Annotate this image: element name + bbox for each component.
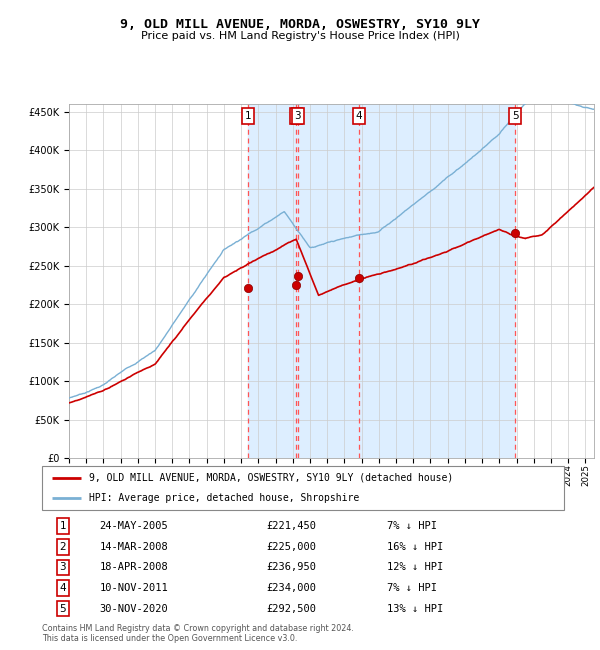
Text: £221,450: £221,450 bbox=[266, 521, 316, 531]
Text: 9, OLD MILL AVENUE, MORDA, OSWESTRY, SY10 9LY: 9, OLD MILL AVENUE, MORDA, OSWESTRY, SY1… bbox=[120, 18, 480, 31]
Text: Contains HM Land Registry data © Crown copyright and database right 2024.: Contains HM Land Registry data © Crown c… bbox=[42, 624, 354, 633]
Text: 2: 2 bbox=[293, 111, 299, 122]
Text: 12% ↓ HPI: 12% ↓ HPI bbox=[386, 562, 443, 573]
Bar bbox=[248, 104, 515, 458]
FancyBboxPatch shape bbox=[42, 466, 564, 510]
Text: £234,000: £234,000 bbox=[266, 583, 316, 593]
Text: 2: 2 bbox=[59, 542, 66, 552]
Text: 7% ↓ HPI: 7% ↓ HPI bbox=[386, 521, 437, 531]
Text: 5: 5 bbox=[512, 111, 518, 122]
Text: 4: 4 bbox=[356, 111, 362, 122]
Text: 4: 4 bbox=[59, 583, 66, 593]
Text: 14-MAR-2008: 14-MAR-2008 bbox=[100, 542, 168, 552]
Text: 30-NOV-2020: 30-NOV-2020 bbox=[100, 604, 168, 614]
Text: Price paid vs. HM Land Registry's House Price Index (HPI): Price paid vs. HM Land Registry's House … bbox=[140, 31, 460, 41]
Text: 5: 5 bbox=[59, 604, 66, 614]
Text: 13% ↓ HPI: 13% ↓ HPI bbox=[386, 604, 443, 614]
Text: £292,500: £292,500 bbox=[266, 604, 316, 614]
Text: £236,950: £236,950 bbox=[266, 562, 316, 573]
Text: 1: 1 bbox=[59, 521, 66, 531]
Text: 9, OLD MILL AVENUE, MORDA, OSWESTRY, SY10 9LY (detached house): 9, OLD MILL AVENUE, MORDA, OSWESTRY, SY1… bbox=[89, 473, 453, 483]
Text: 10-NOV-2011: 10-NOV-2011 bbox=[100, 583, 168, 593]
Text: 3: 3 bbox=[59, 562, 66, 573]
Text: 1: 1 bbox=[245, 111, 251, 122]
Text: This data is licensed under the Open Government Licence v3.0.: This data is licensed under the Open Gov… bbox=[42, 634, 298, 644]
Text: 3: 3 bbox=[295, 111, 301, 122]
Text: 16% ↓ HPI: 16% ↓ HPI bbox=[386, 542, 443, 552]
Text: HPI: Average price, detached house, Shropshire: HPI: Average price, detached house, Shro… bbox=[89, 493, 359, 503]
Text: 24-MAY-2005: 24-MAY-2005 bbox=[100, 521, 168, 531]
Text: 18-APR-2008: 18-APR-2008 bbox=[100, 562, 168, 573]
Text: 7% ↓ HPI: 7% ↓ HPI bbox=[386, 583, 437, 593]
Text: £225,000: £225,000 bbox=[266, 542, 316, 552]
